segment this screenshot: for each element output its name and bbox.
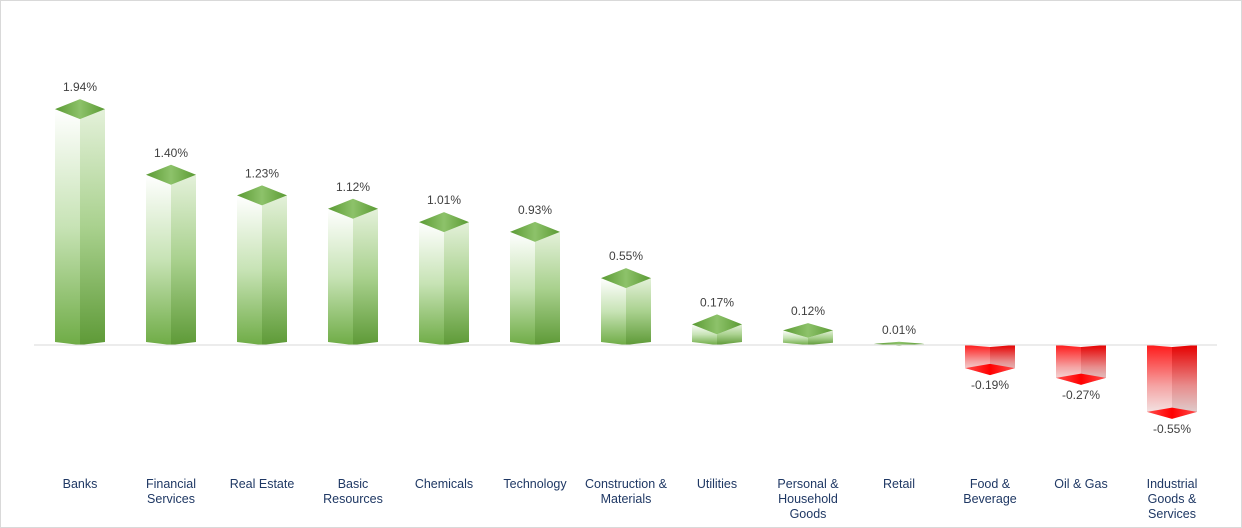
bar-financial-services [146,164,196,345]
bar-oil-and-gas [1056,345,1106,385]
data-label-construction-and-materials: 0.55% [609,249,643,263]
data-label-retail: 0.01% [882,323,916,337]
bar-banks [55,99,105,345]
bar-technology [510,221,560,345]
data-label-banks: 1.94% [63,80,97,94]
category-label-technology: Technology [503,477,567,491]
data-label-basic-resources: 1.12% [336,180,370,194]
category-label-retail: Retail [883,477,915,491]
category-label-oil-and-gas: Oil & Gas [1054,477,1108,491]
category-label-industrial-goods-and-services: Industrial Goods & Services [1146,477,1198,521]
bar-real-estate [237,185,287,345]
data-label-oil-and-gas: -0.27% [1062,388,1100,402]
bar-basic-resources [328,198,378,345]
data-label-food-and-beverage: -0.19% [971,378,1009,392]
category-label-personal-and-household-goods: Personal & Household Goods [777,477,839,521]
bar-utilities [692,314,742,345]
category-label-chemicals: Chemicals [414,477,474,491]
category-label-utilities: Utilities [696,477,738,491]
data-label-financial-services: 1.40% [154,146,188,160]
data-label-personal-and-household-goods: 0.12% [791,304,825,318]
data-label-real-estate: 1.23% [245,166,279,180]
category-label-real-estate: Real Estate [229,477,295,491]
data-label-chemicals: 1.01% [427,193,461,207]
bar-food-and-beverage [965,345,1015,376]
category-label-food-and-beverage: Food & Beverage [963,477,1017,506]
category-label-financial-services: Financial Services [145,477,197,506]
category-label-basic-resources: Basic Resources [323,477,383,506]
bar-personal-and-household-goods [783,323,833,345]
bar-industrial-goods-and-services [1147,345,1197,419]
bar-construction-and-materials [601,268,651,345]
data-label-industrial-goods-and-services: -0.55% [1153,422,1191,436]
bar-chemicals [419,212,469,345]
category-label-banks: Banks [62,477,98,491]
data-label-utilities: 0.17% [700,295,734,309]
data-label-technology: 0.93% [518,203,552,217]
category-label-construction-and-materials: Construction & Materials [585,477,667,506]
